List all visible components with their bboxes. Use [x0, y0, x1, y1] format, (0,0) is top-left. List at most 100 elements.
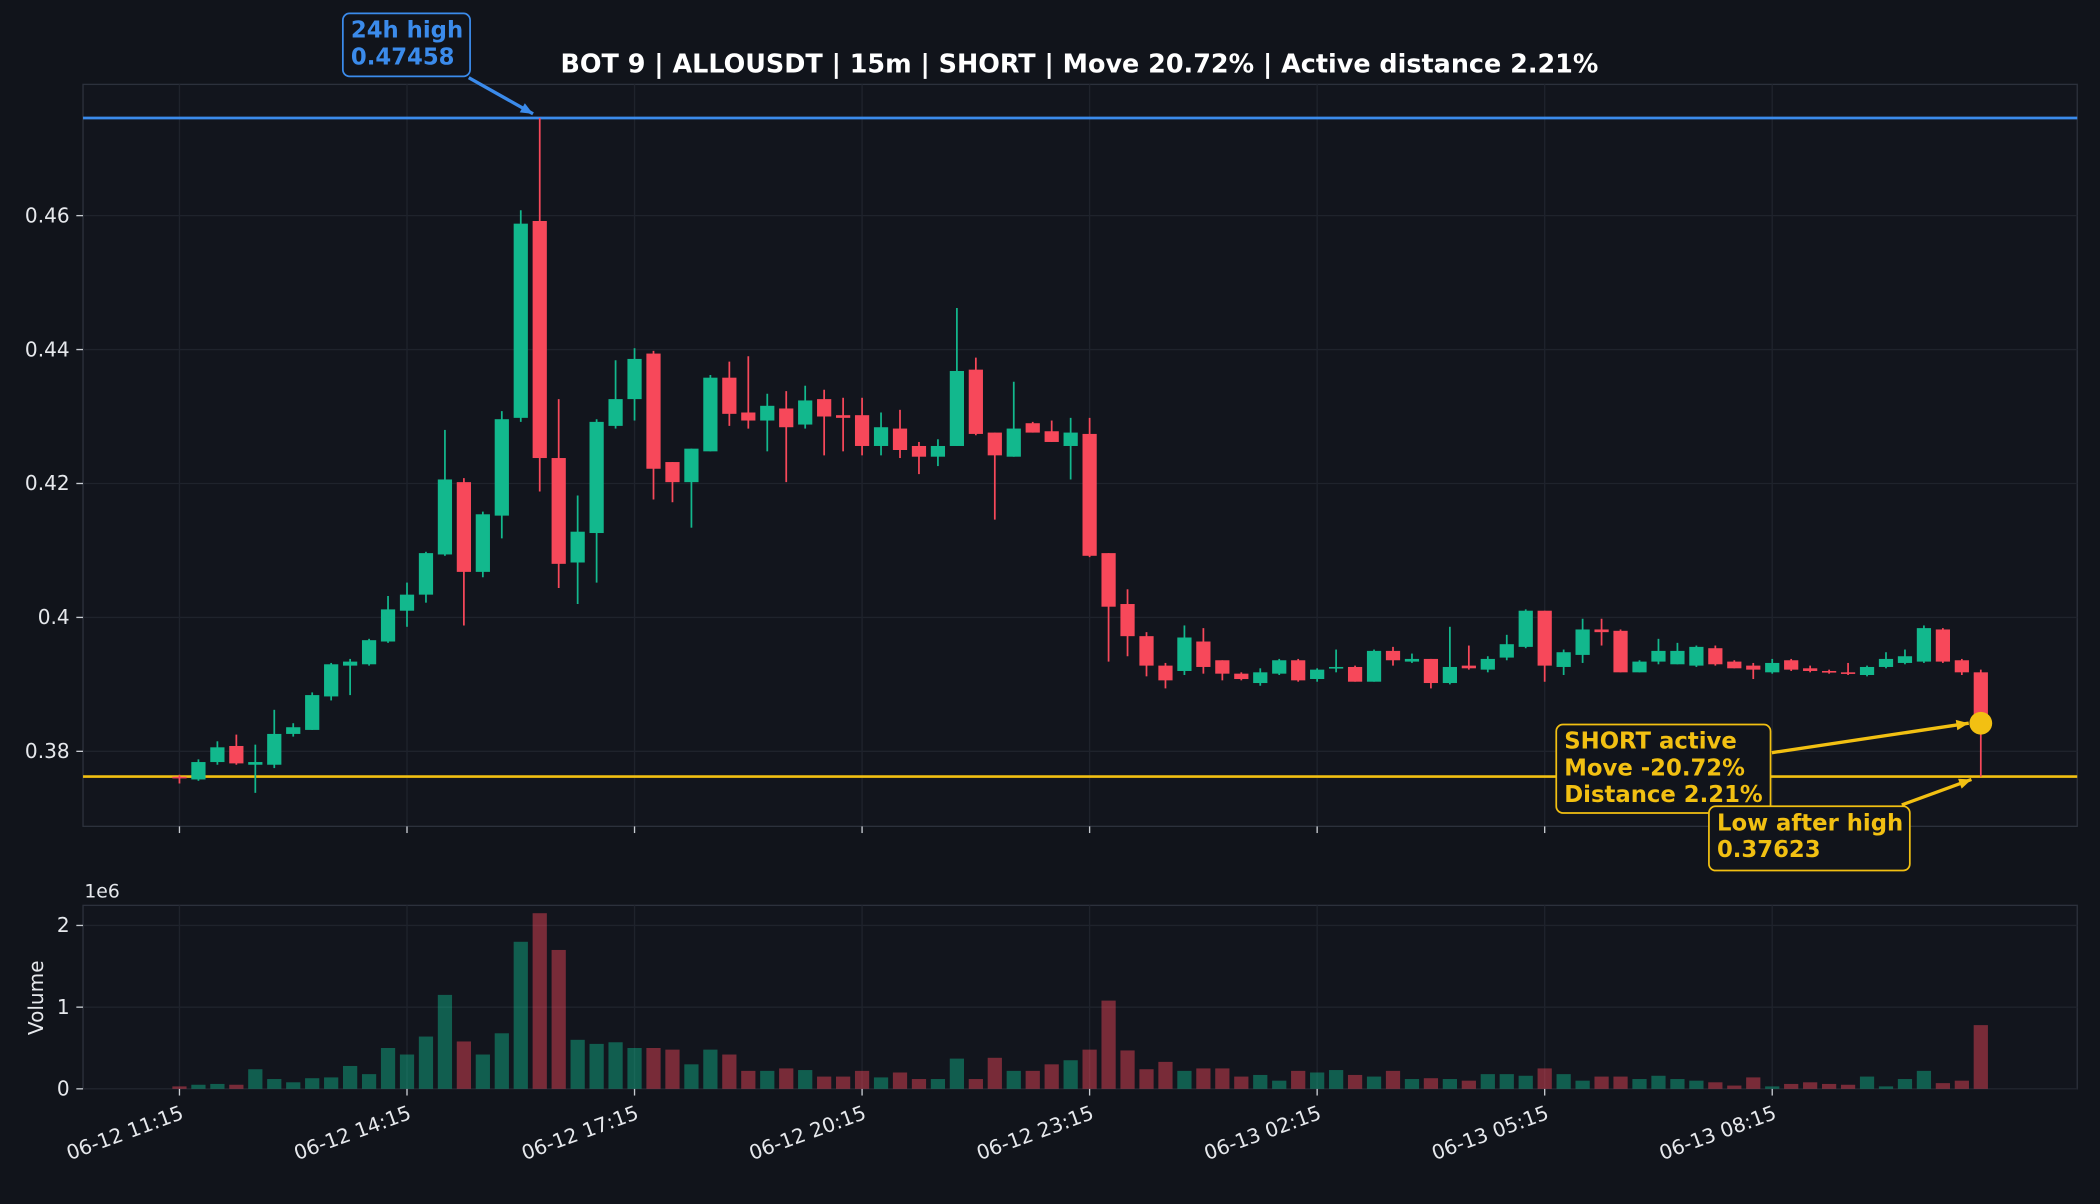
- candle-body: [1291, 660, 1306, 681]
- annotation-arrow: [1901, 777, 1973, 807]
- volume-bar: [191, 1084, 206, 1089]
- y-tick-label: 0.42: [25, 471, 70, 495]
- candle-body: [1063, 432, 1078, 446]
- volume-bar: [1878, 1086, 1894, 1089]
- volume-bar: [949, 1058, 964, 1089]
- candle-body: [1196, 641, 1211, 667]
- candle-body: [608, 399, 623, 426]
- volume-bar: [930, 1079, 946, 1089]
- candle-body: [1272, 660, 1287, 674]
- annotation-line: 0.37623: [1717, 837, 1821, 863]
- volume-bar: [779, 1068, 794, 1089]
- candle-body: [1366, 650, 1382, 682]
- candle-body: [1556, 652, 1571, 667]
- annotation-box: [1555, 723, 1772, 814]
- volume-bar: [1158, 1061, 1173, 1089]
- volume-bar: [343, 1065, 358, 1089]
- volume-bar: [1461, 1080, 1476, 1089]
- candle-body: [267, 733, 282, 765]
- candle-body: [1310, 669, 1325, 680]
- volume-bar: [1556, 1074, 1571, 1089]
- candle-body: [1006, 428, 1021, 457]
- y-tick-label: 0.4: [38, 605, 70, 629]
- volume-bar: [1499, 1074, 1514, 1089]
- candle-body: [911, 445, 927, 457]
- candle-body: [1101, 553, 1116, 607]
- current-marker: [1969, 711, 1993, 735]
- candle-body: [1347, 666, 1363, 682]
- volume-bar: [1632, 1079, 1647, 1089]
- candle-body: [1082, 433, 1097, 556]
- candle-body: [1935, 629, 1950, 662]
- candle-body: [399, 594, 415, 611]
- y-tick-label: 2: [57, 913, 70, 937]
- candle-body: [532, 220, 547, 459]
- arrow-head: [519, 103, 534, 114]
- candle-body: [1120, 604, 1135, 637]
- candle-body: [1822, 670, 1837, 673]
- volume-bar: [1670, 1079, 1685, 1089]
- volume-bar: [513, 941, 528, 1089]
- volume-panel: [82, 904, 2078, 1090]
- volume-bar: [646, 1047, 661, 1089]
- volume-bar: [1727, 1085, 1742, 1089]
- volume-bar: [475, 1054, 490, 1089]
- annotation-line: Move -20.72%: [1564, 755, 1745, 781]
- candle-body: [665, 462, 680, 483]
- volume-bar: [267, 1079, 282, 1089]
- candle-body: [324, 664, 339, 697]
- candle-body: [1575, 629, 1590, 655]
- candle-body: [949, 370, 964, 446]
- volume-bar: [1404, 1079, 1420, 1089]
- candle-body: [1423, 658, 1439, 684]
- candle-body: [930, 445, 946, 457]
- volume-bar: [836, 1076, 851, 1089]
- candle-body: [1746, 665, 1761, 670]
- candle-body: [1518, 610, 1533, 647]
- volume-bar: [1272, 1080, 1287, 1089]
- candle-body: [1897, 656, 1913, 663]
- candle-body: [456, 482, 471, 572]
- volume-bar: [1765, 1086, 1780, 1089]
- volume-bar: [1120, 1050, 1135, 1089]
- volume-bar: [1006, 1070, 1021, 1089]
- volume-bar: [229, 1084, 244, 1089]
- candle-body: [1784, 660, 1799, 670]
- candle-body: [741, 412, 756, 421]
- volume-bar: [1196, 1068, 1211, 1089]
- annotation-line: 24h high: [351, 18, 463, 44]
- volume-bar: [854, 1070, 870, 1089]
- candle-body: [836, 415, 851, 418]
- candle-body: [229, 745, 244, 764]
- volume-bar: [172, 1086, 187, 1089]
- candle-body: [854, 415, 870, 446]
- candle-body: [1385, 650, 1401, 661]
- volume-bar: [1935, 1083, 1950, 1089]
- candle-body: [1878, 658, 1894, 667]
- candle-body: [892, 428, 908, 450]
- candle-body: [1480, 658, 1495, 670]
- candle-body: [968, 369, 983, 434]
- candle-body: [1670, 650, 1685, 665]
- volume-bar: [418, 1036, 434, 1089]
- annotation-box: [341, 12, 471, 78]
- candle-body: [873, 427, 889, 446]
- volume-bar: [1480, 1074, 1495, 1089]
- candle-body: [570, 531, 585, 563]
- volume-bar: [286, 1082, 301, 1089]
- annotation-line: Low after high: [1717, 810, 1903, 836]
- candle-body: [646, 353, 661, 469]
- candle-body: [1234, 673, 1249, 680]
- volume-bar: [1177, 1070, 1192, 1089]
- volume-bar: [1329, 1070, 1344, 1089]
- candle-body: [1689, 646, 1704, 666]
- volume-bar: [551, 949, 566, 1089]
- volume-bar: [760, 1070, 775, 1089]
- volume-bar: [1575, 1080, 1590, 1089]
- candle-body: [1765, 662, 1780, 673]
- volume-bar: [210, 1083, 225, 1089]
- volume-bar: [456, 1041, 471, 1089]
- volume-bar: [1840, 1084, 1856, 1089]
- volume-bar: [722, 1054, 737, 1089]
